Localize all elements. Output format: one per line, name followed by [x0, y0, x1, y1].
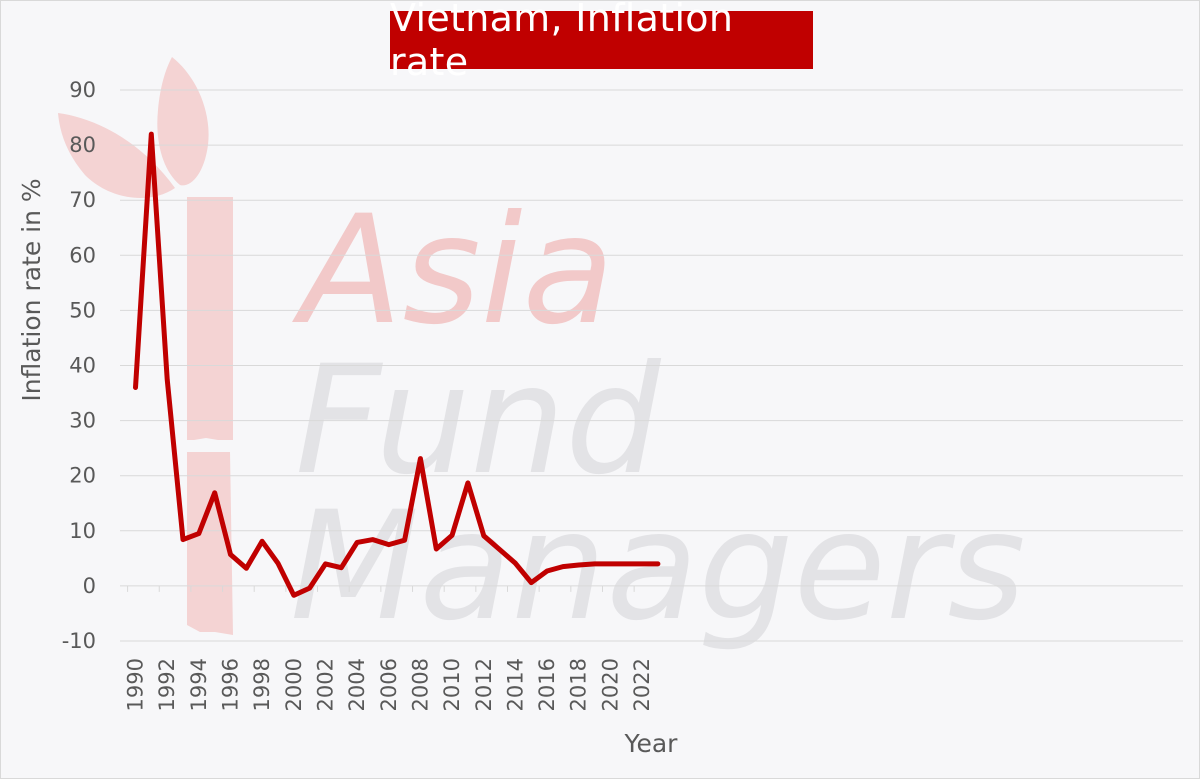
x-tick-labels: 1990 1992 1994 1996 1998 2000 2002 2004 2006 2008…	[124, 658, 655, 711]
x-tick-label: 1998	[250, 658, 274, 711]
x-tick-label: 2010	[440, 658, 464, 711]
x-tick-label: 1996	[218, 658, 242, 711]
watermark-logo: Asia Fund Managers	[58, 57, 1026, 654]
watermark-text-3: Managers	[290, 480, 1026, 654]
y-tick-label: 50	[69, 298, 96, 322]
y-tick-label: -10	[62, 629, 96, 653]
x-tick-label: 2020	[598, 658, 622, 711]
y-tick-label: 70	[69, 188, 96, 212]
y-axis-title: Inflation rate in %	[17, 178, 46, 401]
x-tick-label: 2014	[503, 658, 527, 711]
x-tick-label: 2000	[282, 658, 306, 711]
y-tick-label: 60	[69, 243, 96, 267]
x-tick-label: 2008	[408, 658, 432, 711]
y-tick-label: 80	[69, 133, 96, 157]
y-tick-label: 30	[69, 409, 96, 433]
x-tick-label: 1992	[155, 658, 179, 711]
x-tick-label: 2002	[313, 658, 337, 711]
x-tick-label: 2006	[377, 658, 401, 711]
x-tick-label: 2018	[567, 658, 591, 711]
y-tick-label: 10	[69, 519, 96, 543]
y-tick-label: 20	[69, 464, 96, 488]
watermark-stem-top	[187, 197, 233, 440]
x-tick-label: 1994	[187, 658, 211, 711]
watermark-leaf-right	[157, 57, 208, 185]
x-tick-label: 2022	[630, 658, 654, 711]
x-axis-title: Year	[624, 729, 679, 758]
x-tick-label: 2012	[472, 658, 496, 711]
x-tick-label: 2016	[535, 658, 559, 711]
x-tick-label: 1990	[124, 658, 148, 711]
y-tick-label: 0	[83, 574, 96, 598]
x-tick-label: 2004	[345, 658, 369, 711]
y-tick-label: 40	[69, 354, 96, 378]
watermark-text-1: Asia	[292, 184, 614, 358]
y-tick-label: 90	[69, 78, 96, 102]
